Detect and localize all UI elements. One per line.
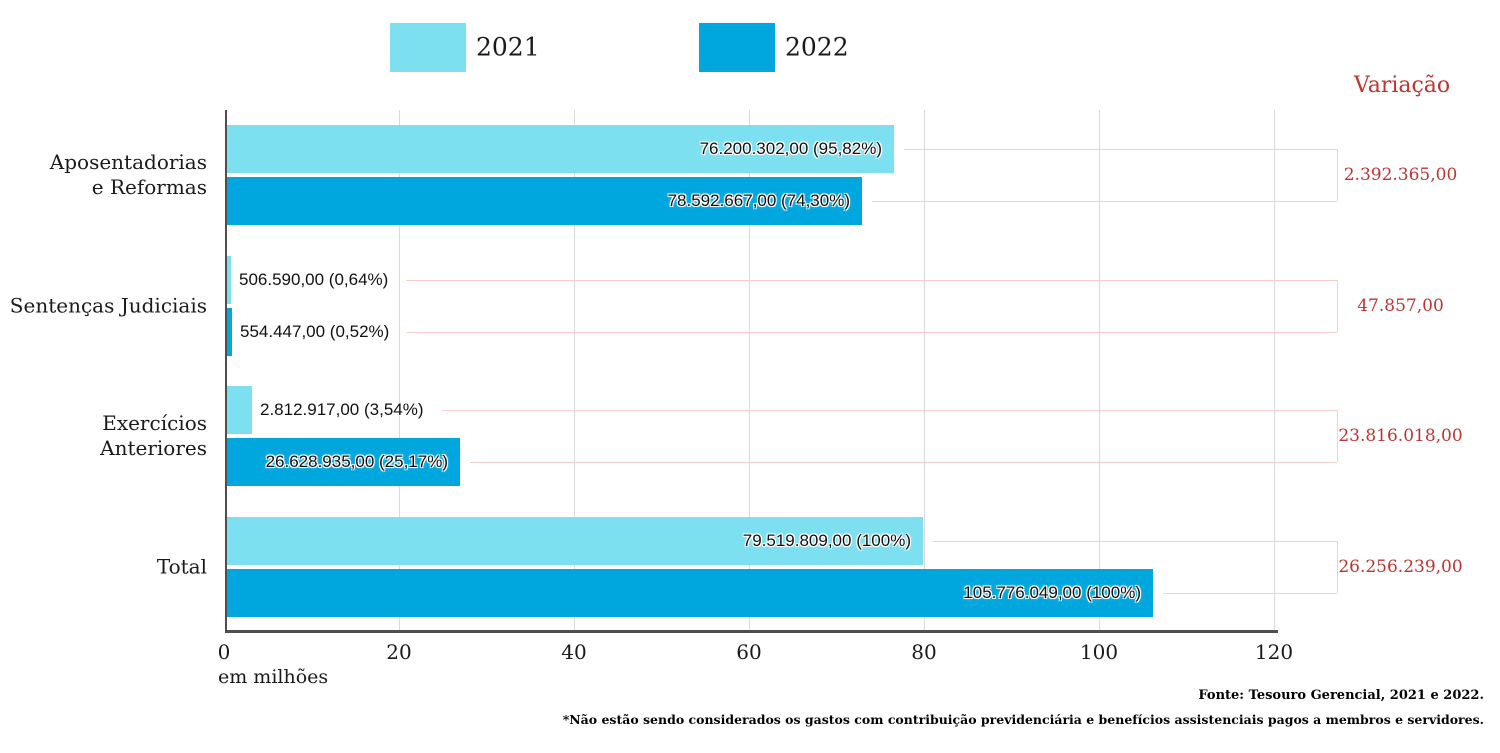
bar-value-label: 79.519.809,00 (100%) xyxy=(742,531,911,550)
leader-line-connector xyxy=(1337,149,1338,201)
bar-2021 xyxy=(227,517,923,565)
leader-line-connector xyxy=(1337,410,1338,462)
bar-value-label: 506.590,00 (0,64%) xyxy=(239,270,389,289)
bar-2022 xyxy=(227,569,1153,617)
variation-value: 47.857,00 xyxy=(1357,296,1444,316)
bar-value-label: 554.447,00 (0,52%) xyxy=(240,322,390,341)
gridline xyxy=(1099,110,1100,632)
leader-line xyxy=(904,149,1337,150)
category-label: Exercícios Anteriores xyxy=(100,411,207,460)
gridline xyxy=(399,110,400,632)
axis-tick: 40 xyxy=(561,640,587,664)
axis-unit-label: em milhões xyxy=(218,666,329,688)
category-label: Aposentadorias e Reformas xyxy=(49,150,207,199)
leader-line xyxy=(933,541,1337,542)
leader-line-connector xyxy=(1337,541,1338,593)
footnote-text: *Não estão sendo considerados os gastos … xyxy=(562,712,1484,727)
variation-value: 26.256.239,00 xyxy=(1338,557,1463,577)
axis-tick: 100 xyxy=(1079,640,1119,664)
bar-2022 xyxy=(227,177,862,225)
axis-tick: 80 xyxy=(911,640,937,664)
leader-line xyxy=(470,462,1337,463)
axis-tick: 0 xyxy=(217,640,231,664)
axis-tick: 20 xyxy=(386,640,412,664)
legend-swatch-2021 xyxy=(390,23,466,72)
bar-2022 xyxy=(227,438,460,486)
gridline xyxy=(749,110,750,632)
bar-value-label: 78.592.667,00 (74,30%) xyxy=(667,191,850,210)
bar-2021 xyxy=(227,386,252,434)
x-axis-line xyxy=(225,630,1278,633)
category-label: Sentenças Judiciais xyxy=(9,293,207,318)
bar-value-label: 26.628.935,00 (25,17%) xyxy=(265,452,448,471)
leader-line xyxy=(1163,593,1337,594)
bar-2022 xyxy=(227,308,232,356)
axis-tick: 120 xyxy=(1254,640,1294,664)
bar-2021 xyxy=(227,125,894,173)
category-label: Total xyxy=(156,554,207,579)
legend-label-2022: 2022 xyxy=(785,32,849,62)
leader-line xyxy=(406,280,1337,281)
axis-tick: 60 xyxy=(736,640,762,664)
legend-label-2021: 2021 xyxy=(476,32,540,62)
variation-value: 23.816.018,00 xyxy=(1338,426,1463,446)
variation-value: 2.392.365,00 xyxy=(1343,165,1458,185)
y-axis-line xyxy=(225,110,227,632)
source-text: Fonte: Tesouro Gerencial, 2021 e 2022. xyxy=(1198,688,1484,703)
variation-column-header: Variação xyxy=(1353,73,1451,98)
leader-line xyxy=(442,410,1337,411)
legend-swatch-2022 xyxy=(699,23,775,72)
leader-line xyxy=(407,332,1337,333)
bar-2021 xyxy=(227,256,231,304)
gridline xyxy=(574,110,575,632)
gridline xyxy=(924,110,925,632)
leader-line xyxy=(872,201,1337,202)
bar-value-label: 76.200.302,00 (95,82%) xyxy=(699,139,882,158)
leader-line-connector xyxy=(1337,280,1338,332)
bar-value-label: 2.812.917,00 (3,54%) xyxy=(260,400,424,419)
bar-value-label: 105.776.049,00 (100%) xyxy=(963,583,1141,602)
gridline xyxy=(1274,110,1275,632)
